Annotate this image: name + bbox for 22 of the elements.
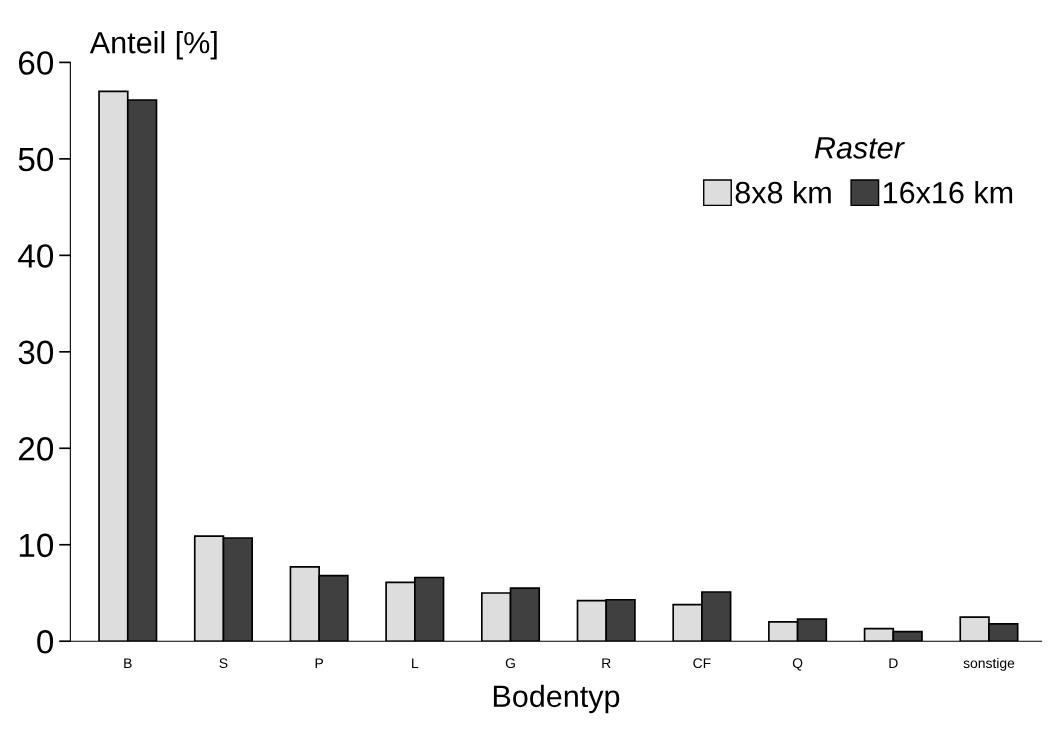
x-tick-label: G (505, 658, 515, 669)
x-tick-label: S (219, 658, 228, 669)
x-tick-label: R (602, 658, 611, 668)
x-tick-label: Q (792, 658, 803, 671)
y-tick-label: 10 (19, 533, 54, 558)
x-tick-label: L (412, 658, 419, 668)
legend-title: Raster (814, 137, 905, 159)
y-axis-title: Anteil [%] (89, 31, 217, 60)
y-tick-label: 30 (18, 340, 54, 365)
x-axis-title: Bodentyp (493, 684, 620, 714)
y-tick-label: 0 (37, 630, 54, 654)
x-tick-label: sonstige (963, 657, 1015, 671)
x-tick-label: D (889, 658, 898, 668)
x-tick-label: CF (693, 658, 711, 669)
y-tick-label: 20 (18, 437, 54, 461)
legend-label: 8x8 km (735, 181, 831, 204)
x-tick-label: B (124, 658, 132, 668)
y-tick-label: 50 (18, 147, 54, 172)
y-tick-label: 40 (18, 244, 54, 268)
x-tick-label: P (315, 658, 324, 668)
legend-label: 16x16 km (883, 181, 1013, 204)
y-tick-label: 60 (19, 51, 54, 75)
